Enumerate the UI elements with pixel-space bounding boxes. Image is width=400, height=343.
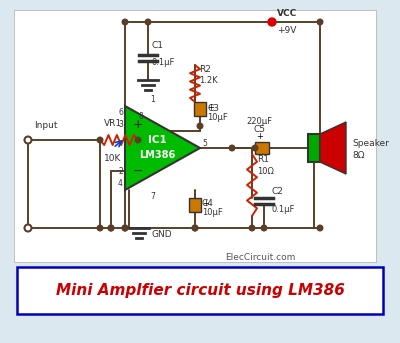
Circle shape <box>122 225 128 231</box>
Text: R1: R1 <box>257 155 269 165</box>
Text: C1: C1 <box>152 41 164 50</box>
Text: C2: C2 <box>272 187 284 196</box>
Text: +: + <box>256 132 263 141</box>
Text: +: + <box>202 199 209 208</box>
Text: 0.1μF: 0.1μF <box>152 58 175 67</box>
Polygon shape <box>320 122 346 174</box>
Text: 1.2K: 1.2K <box>199 76 218 85</box>
Circle shape <box>317 225 323 231</box>
Circle shape <box>261 225 267 231</box>
Bar <box>194 102 206 116</box>
Text: 2: 2 <box>118 167 123 176</box>
FancyBboxPatch shape <box>17 267 383 314</box>
Text: 10μF: 10μF <box>207 113 228 122</box>
Text: 7: 7 <box>150 192 156 201</box>
Bar <box>308 134 320 162</box>
Text: ElecCircuit.com: ElecCircuit.com <box>225 253 295 262</box>
Circle shape <box>317 19 323 25</box>
Text: +: + <box>207 103 214 112</box>
Text: +: + <box>133 118 144 131</box>
Circle shape <box>122 19 128 25</box>
Text: R2: R2 <box>199 65 211 74</box>
Text: C4: C4 <box>202 199 214 208</box>
Text: 10K: 10K <box>104 154 121 163</box>
Text: VCC: VCC <box>277 9 297 18</box>
Text: Speaker: Speaker <box>352 140 389 149</box>
Text: 8Ω: 8Ω <box>352 152 364 161</box>
Text: −: − <box>133 165 144 178</box>
Circle shape <box>197 123 203 129</box>
Text: 8: 8 <box>139 112 143 121</box>
Bar <box>189 198 201 212</box>
Text: 1: 1 <box>151 95 155 104</box>
Circle shape <box>268 18 276 26</box>
Text: LM386: LM386 <box>139 150 176 160</box>
Text: 3: 3 <box>118 120 123 129</box>
Text: Input: Input <box>34 121 58 130</box>
Text: 5: 5 <box>202 139 207 147</box>
Text: +9V: +9V <box>277 26 296 35</box>
Circle shape <box>122 225 128 231</box>
Circle shape <box>229 145 235 151</box>
Circle shape <box>192 225 198 231</box>
Circle shape <box>97 225 103 231</box>
Text: 220μF: 220μF <box>246 117 272 126</box>
Text: Mini Amplfier circuit using LM386: Mini Amplfier circuit using LM386 <box>56 283 344 298</box>
Text: 10Ω: 10Ω <box>257 167 274 177</box>
Text: 0.1μF: 0.1μF <box>272 205 295 214</box>
Circle shape <box>24 137 32 143</box>
Circle shape <box>135 137 141 143</box>
Bar <box>255 142 269 154</box>
Circle shape <box>108 225 114 231</box>
Circle shape <box>192 225 198 231</box>
Circle shape <box>24 225 32 232</box>
Bar <box>14 10 376 262</box>
Text: C5: C5 <box>253 125 265 134</box>
Circle shape <box>97 137 103 143</box>
Circle shape <box>249 225 255 231</box>
Text: IC1: IC1 <box>148 135 167 145</box>
Text: 10μF: 10μF <box>202 208 223 217</box>
Circle shape <box>252 145 258 151</box>
Circle shape <box>108 225 114 231</box>
Text: 4: 4 <box>118 179 123 188</box>
Text: C3: C3 <box>207 104 219 113</box>
Circle shape <box>145 19 151 25</box>
Text: VR1: VR1 <box>104 119 122 128</box>
Polygon shape <box>125 106 200 190</box>
Text: GND: GND <box>151 230 172 239</box>
Text: 6: 6 <box>118 108 123 117</box>
